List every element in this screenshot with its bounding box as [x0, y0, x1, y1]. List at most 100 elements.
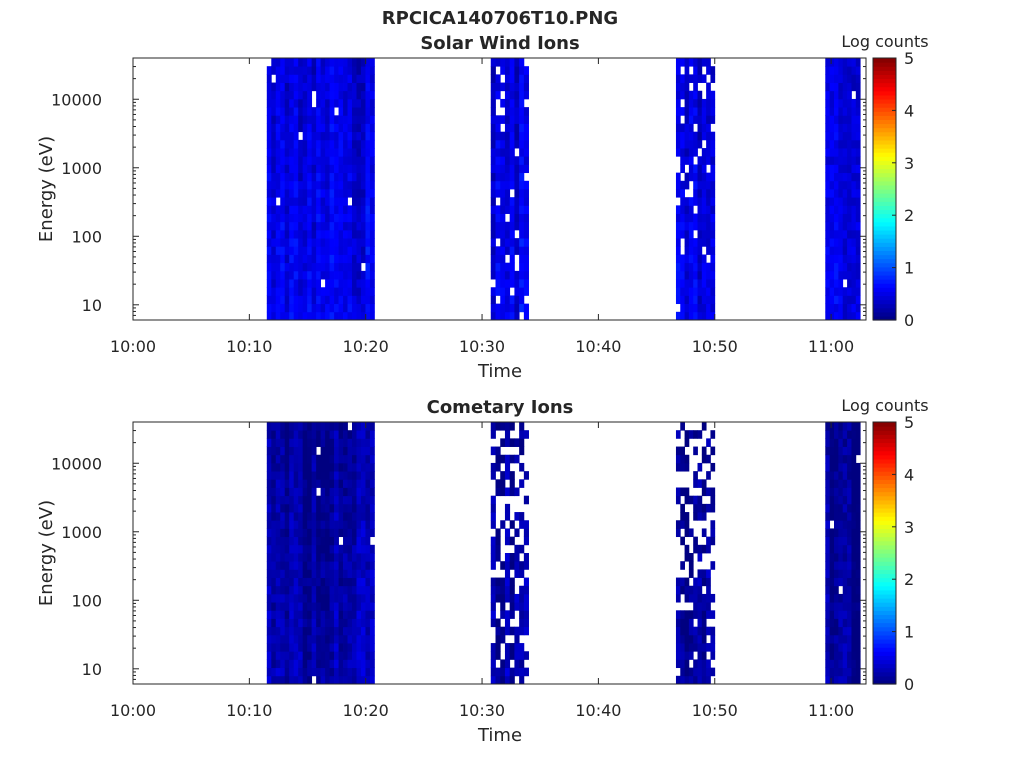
heatmap-cell	[523, 528, 529, 538]
heatmap-cell	[329, 262, 335, 272]
heatmap-cell	[680, 536, 685, 546]
heatmap-cell	[356, 471, 362, 480]
heatmap-cell	[280, 213, 286, 223]
heatmap-cell	[825, 438, 831, 447]
heatmap-cell	[523, 651, 529, 660]
heatmap-cell	[325, 213, 330, 223]
heatmap-cell	[343, 58, 348, 67]
heatmap-cell	[293, 180, 299, 190]
heatmap-cell	[365, 446, 371, 456]
heatmap-cell	[697, 503, 703, 513]
heatmap-cell	[855, 262, 861, 272]
heatmap-cell	[325, 172, 330, 182]
heatmap-cell	[500, 626, 506, 636]
heatmap-cell	[680, 279, 685, 288]
heatmap-cell	[834, 643, 839, 652]
heatmap-cell	[847, 303, 852, 313]
heatmap-cell	[289, 172, 295, 182]
heatmap-cell	[356, 197, 362, 206]
heatmap-cell	[675, 172, 681, 182]
heatmap-cell	[293, 58, 299, 67]
colorbar-segment	[873, 213, 896, 219]
heatmap-cell	[710, 643, 716, 652]
colorbar-segment	[873, 442, 896, 448]
heatmap-cell	[302, 618, 308, 628]
heatmap-cell	[684, 544, 690, 554]
heatmap-cell	[302, 107, 308, 116]
heatmap-cell	[847, 58, 852, 67]
heatmap-cell	[298, 520, 304, 529]
heatmap-cell	[302, 675, 308, 685]
heatmap-cell	[519, 287, 525, 296]
heatmap-cell	[293, 139, 299, 149]
heatmap-cell	[307, 634, 313, 644]
heatmap-cell	[684, 634, 690, 644]
heatmap-cell	[316, 262, 322, 272]
heatmap-cell	[343, 139, 348, 149]
heatmap-cell	[500, 487, 506, 497]
heatmap-cell	[504, 422, 511, 431]
heatmap-cell	[369, 148, 375, 157]
heatmap-cell	[360, 197, 366, 206]
heatmap-cell	[320, 74, 326, 83]
heatmap-cell	[693, 512, 698, 521]
heatmap-cell	[338, 585, 344, 595]
heatmap-cell	[271, 479, 277, 488]
heatmap-cell	[834, 189, 839, 198]
heatmap-cell	[369, 561, 375, 570]
heatmap-cell	[369, 487, 375, 497]
heatmap-cell	[298, 148, 304, 157]
heatmap-cell	[710, 495, 716, 505]
heatmap-cell	[693, 536, 698, 546]
heatmap-cell	[311, 82, 317, 92]
heatmap-cell	[509, 643, 515, 652]
panel-1: 10:00 10:10 10:20 10:30 10:40 10:50 11:0010100…	[36, 32, 929, 382]
heatmap-cell	[352, 303, 357, 313]
heatmap-cell	[847, 503, 852, 513]
heatmap-cell	[675, 58, 681, 67]
heatmap-cell	[343, 471, 348, 480]
heatmap-cell	[514, 139, 520, 149]
heatmap-cell	[311, 659, 317, 669]
heatmap-cell	[325, 254, 330, 264]
heatmap-cell	[307, 82, 313, 92]
heatmap-cell	[369, 626, 375, 636]
heatmap-cell	[523, 618, 529, 628]
heatmap-cell	[710, 287, 716, 296]
heatmap-cell	[360, 229, 366, 239]
heatmap-cell	[307, 495, 313, 505]
heatmap-cell	[504, 610, 511, 619]
heatmap-cell	[500, 197, 506, 206]
y-tick-label: 1000	[61, 159, 102, 178]
heatmap-cell	[280, 528, 286, 538]
heatmap-cell	[360, 221, 366, 231]
heatmap-cell	[829, 139, 835, 149]
heatmap-cell	[697, 430, 703, 439]
heatmap-cell	[266, 634, 272, 644]
colorbar-segment	[873, 234, 896, 239]
heatmap-cell	[847, 229, 852, 239]
heatmap-cell	[329, 229, 335, 239]
heatmap-cell	[266, 238, 272, 247]
heatmap-cell	[519, 643, 525, 652]
heatmap-cell	[706, 180, 711, 190]
colorbar-segment	[873, 201, 896, 206]
heatmap-cell	[302, 602, 308, 611]
heatmap-cell	[688, 156, 694, 165]
heatmap-cell	[360, 487, 366, 497]
heatmap-cell	[360, 561, 366, 570]
heatmap-cell	[842, 569, 848, 578]
heatmap-cell	[284, 229, 290, 239]
heatmap-cell	[266, 528, 272, 538]
heatmap-cell	[311, 66, 317, 75]
heatmap-cell	[320, 229, 326, 239]
heatmap-cell	[365, 602, 371, 611]
heatmap-cell	[271, 213, 277, 223]
heatmap-cell	[275, 115, 281, 124]
colorbar-segment	[873, 205, 896, 211]
heatmap-cell	[338, 675, 344, 685]
heatmap-cell	[825, 213, 831, 223]
heatmap-cell	[320, 238, 326, 247]
heatmap-cell	[675, 454, 681, 464]
heatmap-cell	[302, 58, 308, 67]
